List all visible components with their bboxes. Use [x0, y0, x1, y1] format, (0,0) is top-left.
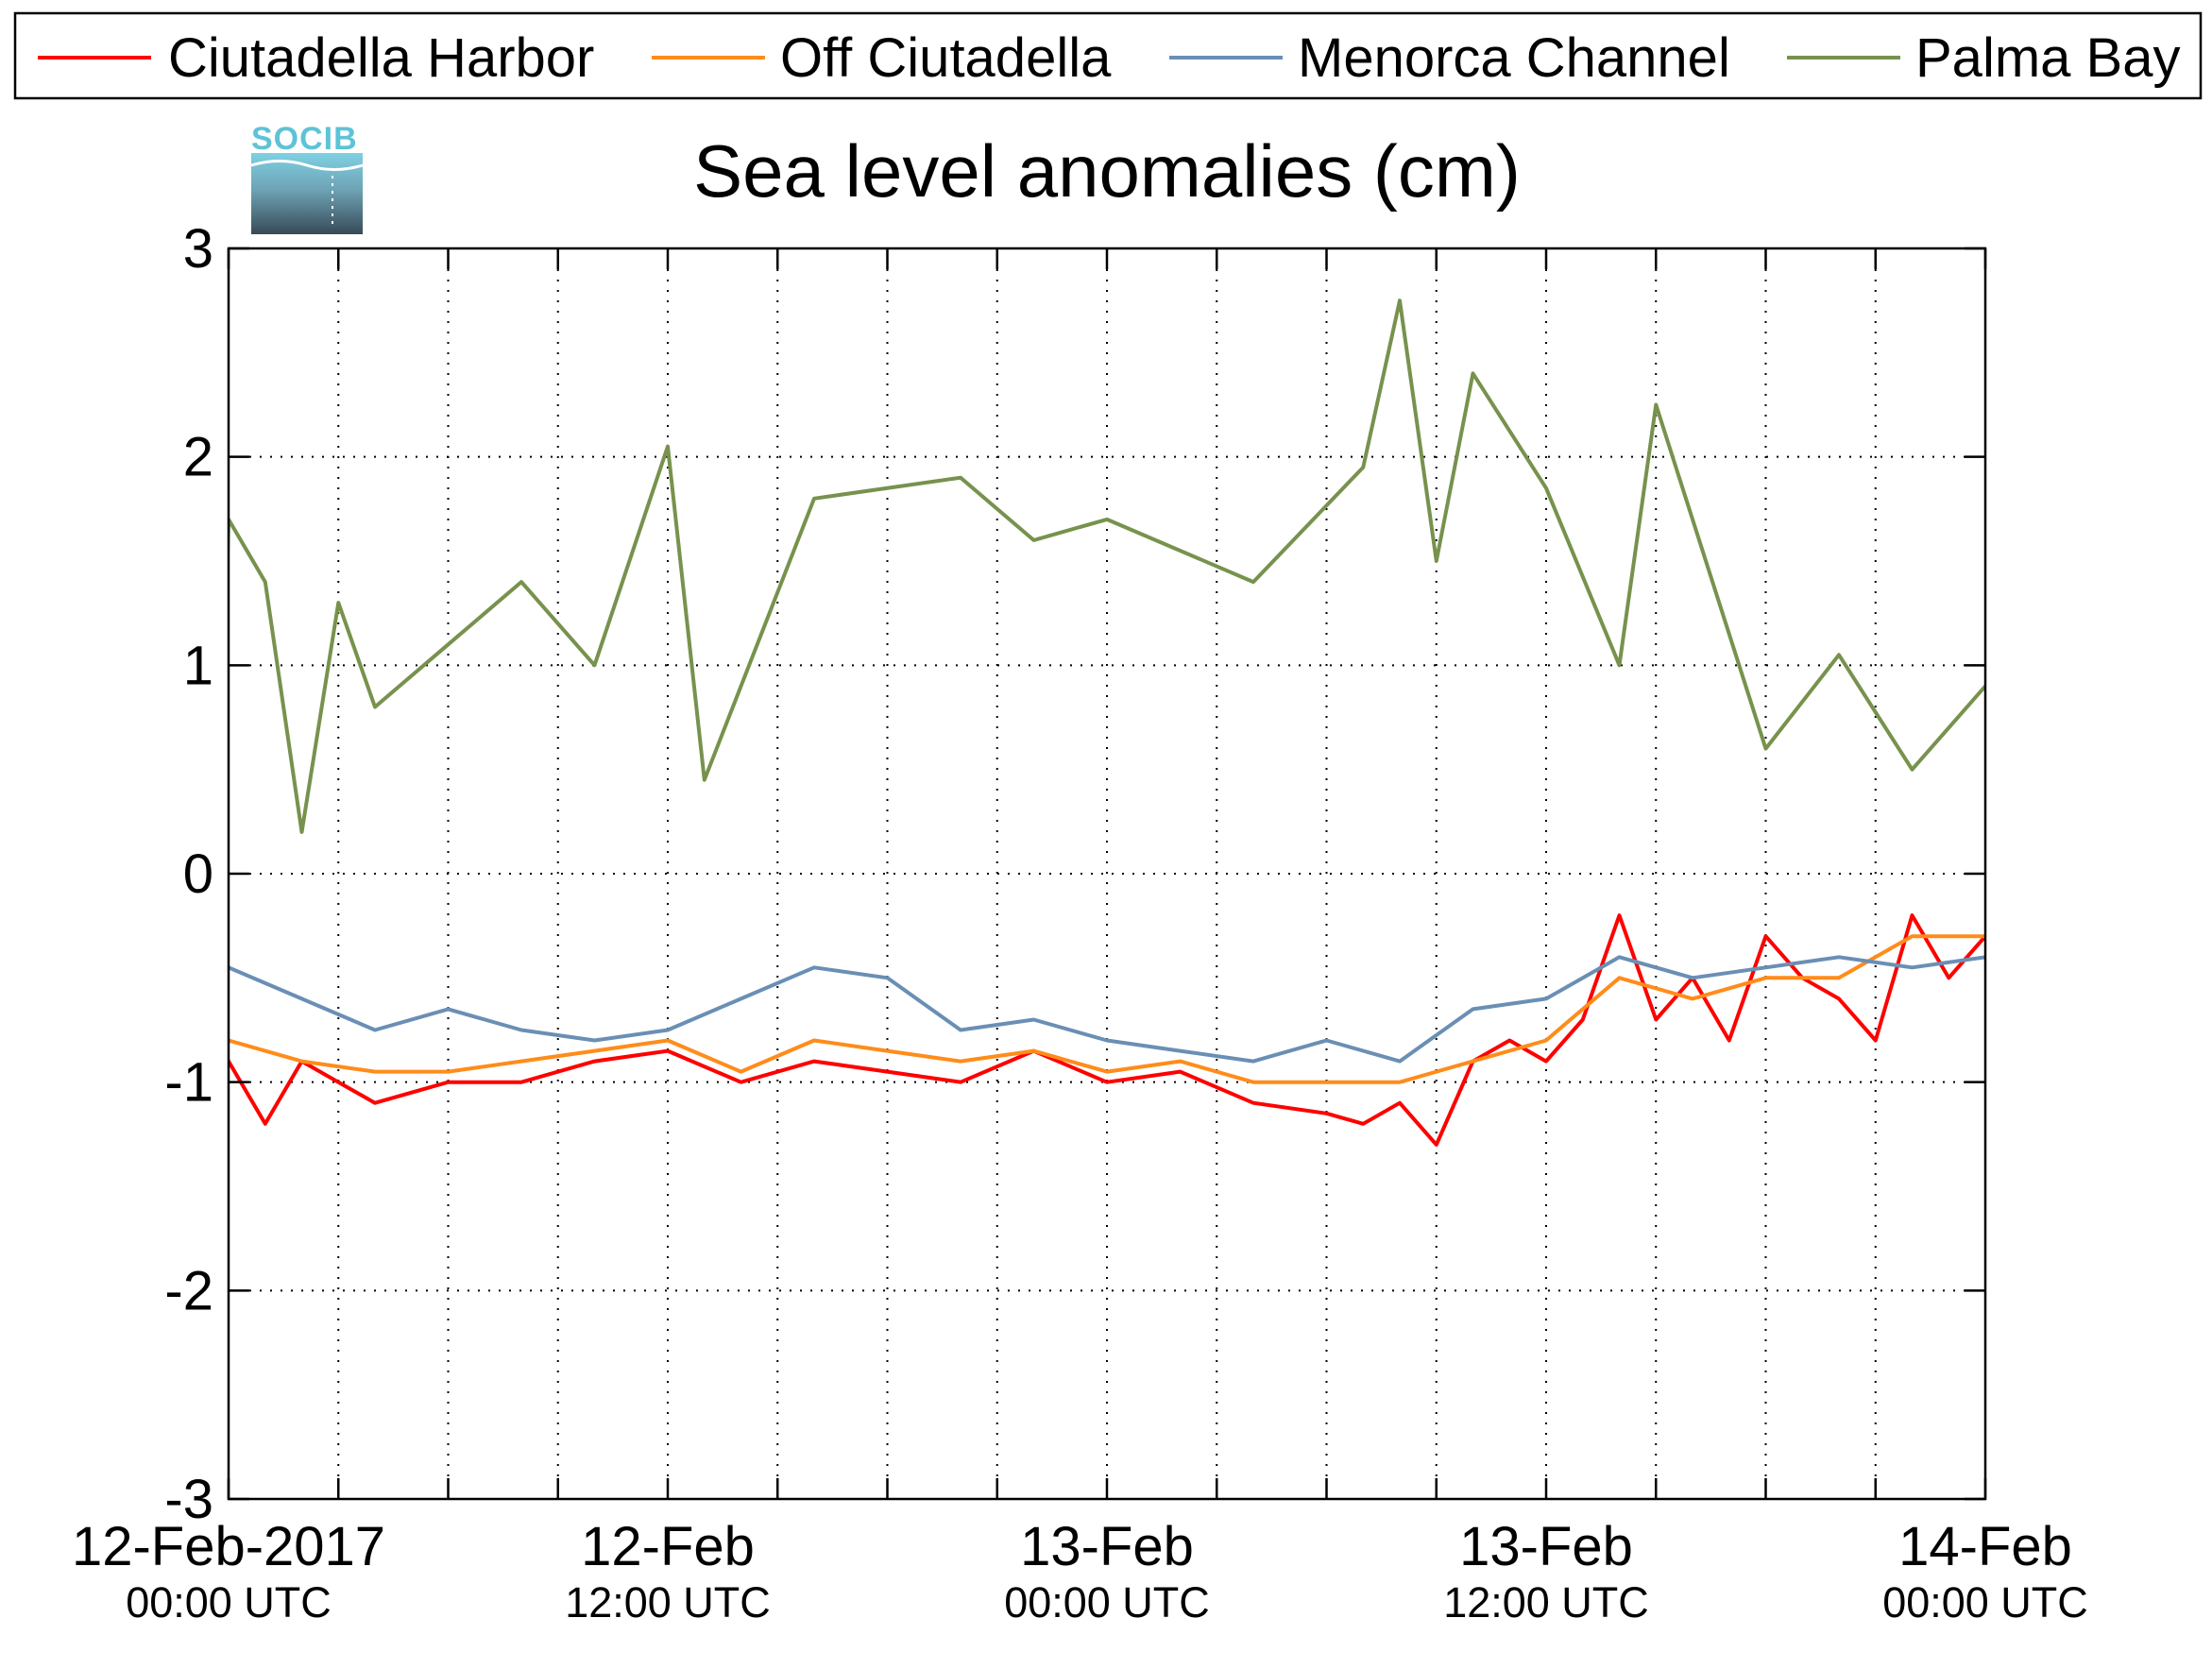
series-line: [229, 955, 1985, 1064]
series-group: [229, 955, 1985, 1064]
series-line: [229, 934, 1985, 1084]
legend-label-1: Off Ciutadella: [780, 27, 1112, 89]
y-tick-label: 0: [183, 843, 213, 905]
series-line: [229, 298, 1985, 834]
x-tick-label: 12-Feb: [581, 1516, 755, 1577]
x-tick-label: 14-Feb: [1898, 1516, 2072, 1577]
legend-item-0: Ciutadella Harbor: [38, 27, 594, 89]
x-tick-sublabel: 00:00 UTC: [126, 1578, 332, 1626]
x-tick-sublabel: 12:00 UTC: [565, 1578, 771, 1626]
x-tick-label: 13-Feb: [1020, 1516, 1194, 1577]
logo-text: SOCIB: [251, 121, 358, 157]
x-tick-label: 13-Feb: [1459, 1516, 1633, 1577]
y-tick-label: -1: [164, 1052, 213, 1114]
y-tick-label: 2: [183, 427, 213, 488]
y-tick-label: 3: [183, 218, 213, 280]
series-group: [229, 934, 1985, 1084]
legend: Ciutadella Harbor Off Ciutadella Menorca…: [13, 11, 2203, 100]
series-group: [229, 913, 1985, 1147]
x-tick-sublabel: 12:00 UTC: [1443, 1578, 1649, 1626]
legend-item-2: Menorca Channel: [1169, 27, 1730, 89]
legend-item-1: Off Ciutadella: [652, 27, 1112, 89]
series-group: [229, 298, 1985, 834]
x-tick-label: 12-Feb-2017: [72, 1516, 385, 1577]
socib-logo: SOCIB: [250, 121, 364, 234]
legend-label-2: Menorca Channel: [1298, 27, 1730, 89]
y-tick-label: -3: [164, 1469, 213, 1530]
legend-label-0: Ciutadella Harbor: [168, 27, 594, 89]
x-tick-sublabel: 00:00 UTC: [1882, 1578, 2088, 1626]
grid-lines: [229, 248, 1985, 1499]
chart-title: Sea level anomalies (cm): [693, 129, 1521, 213]
legend-item-3: Palma Bay: [1787, 27, 2180, 89]
series-layer: [229, 298, 1985, 1147]
y-tick-label: -2: [164, 1260, 213, 1321]
legend-label-3: Palma Bay: [1915, 27, 2180, 89]
y-tick-label: 1: [183, 635, 213, 696]
series-line: [229, 913, 1985, 1147]
x-tick-sublabel: 00:00 UTC: [1004, 1578, 1210, 1626]
